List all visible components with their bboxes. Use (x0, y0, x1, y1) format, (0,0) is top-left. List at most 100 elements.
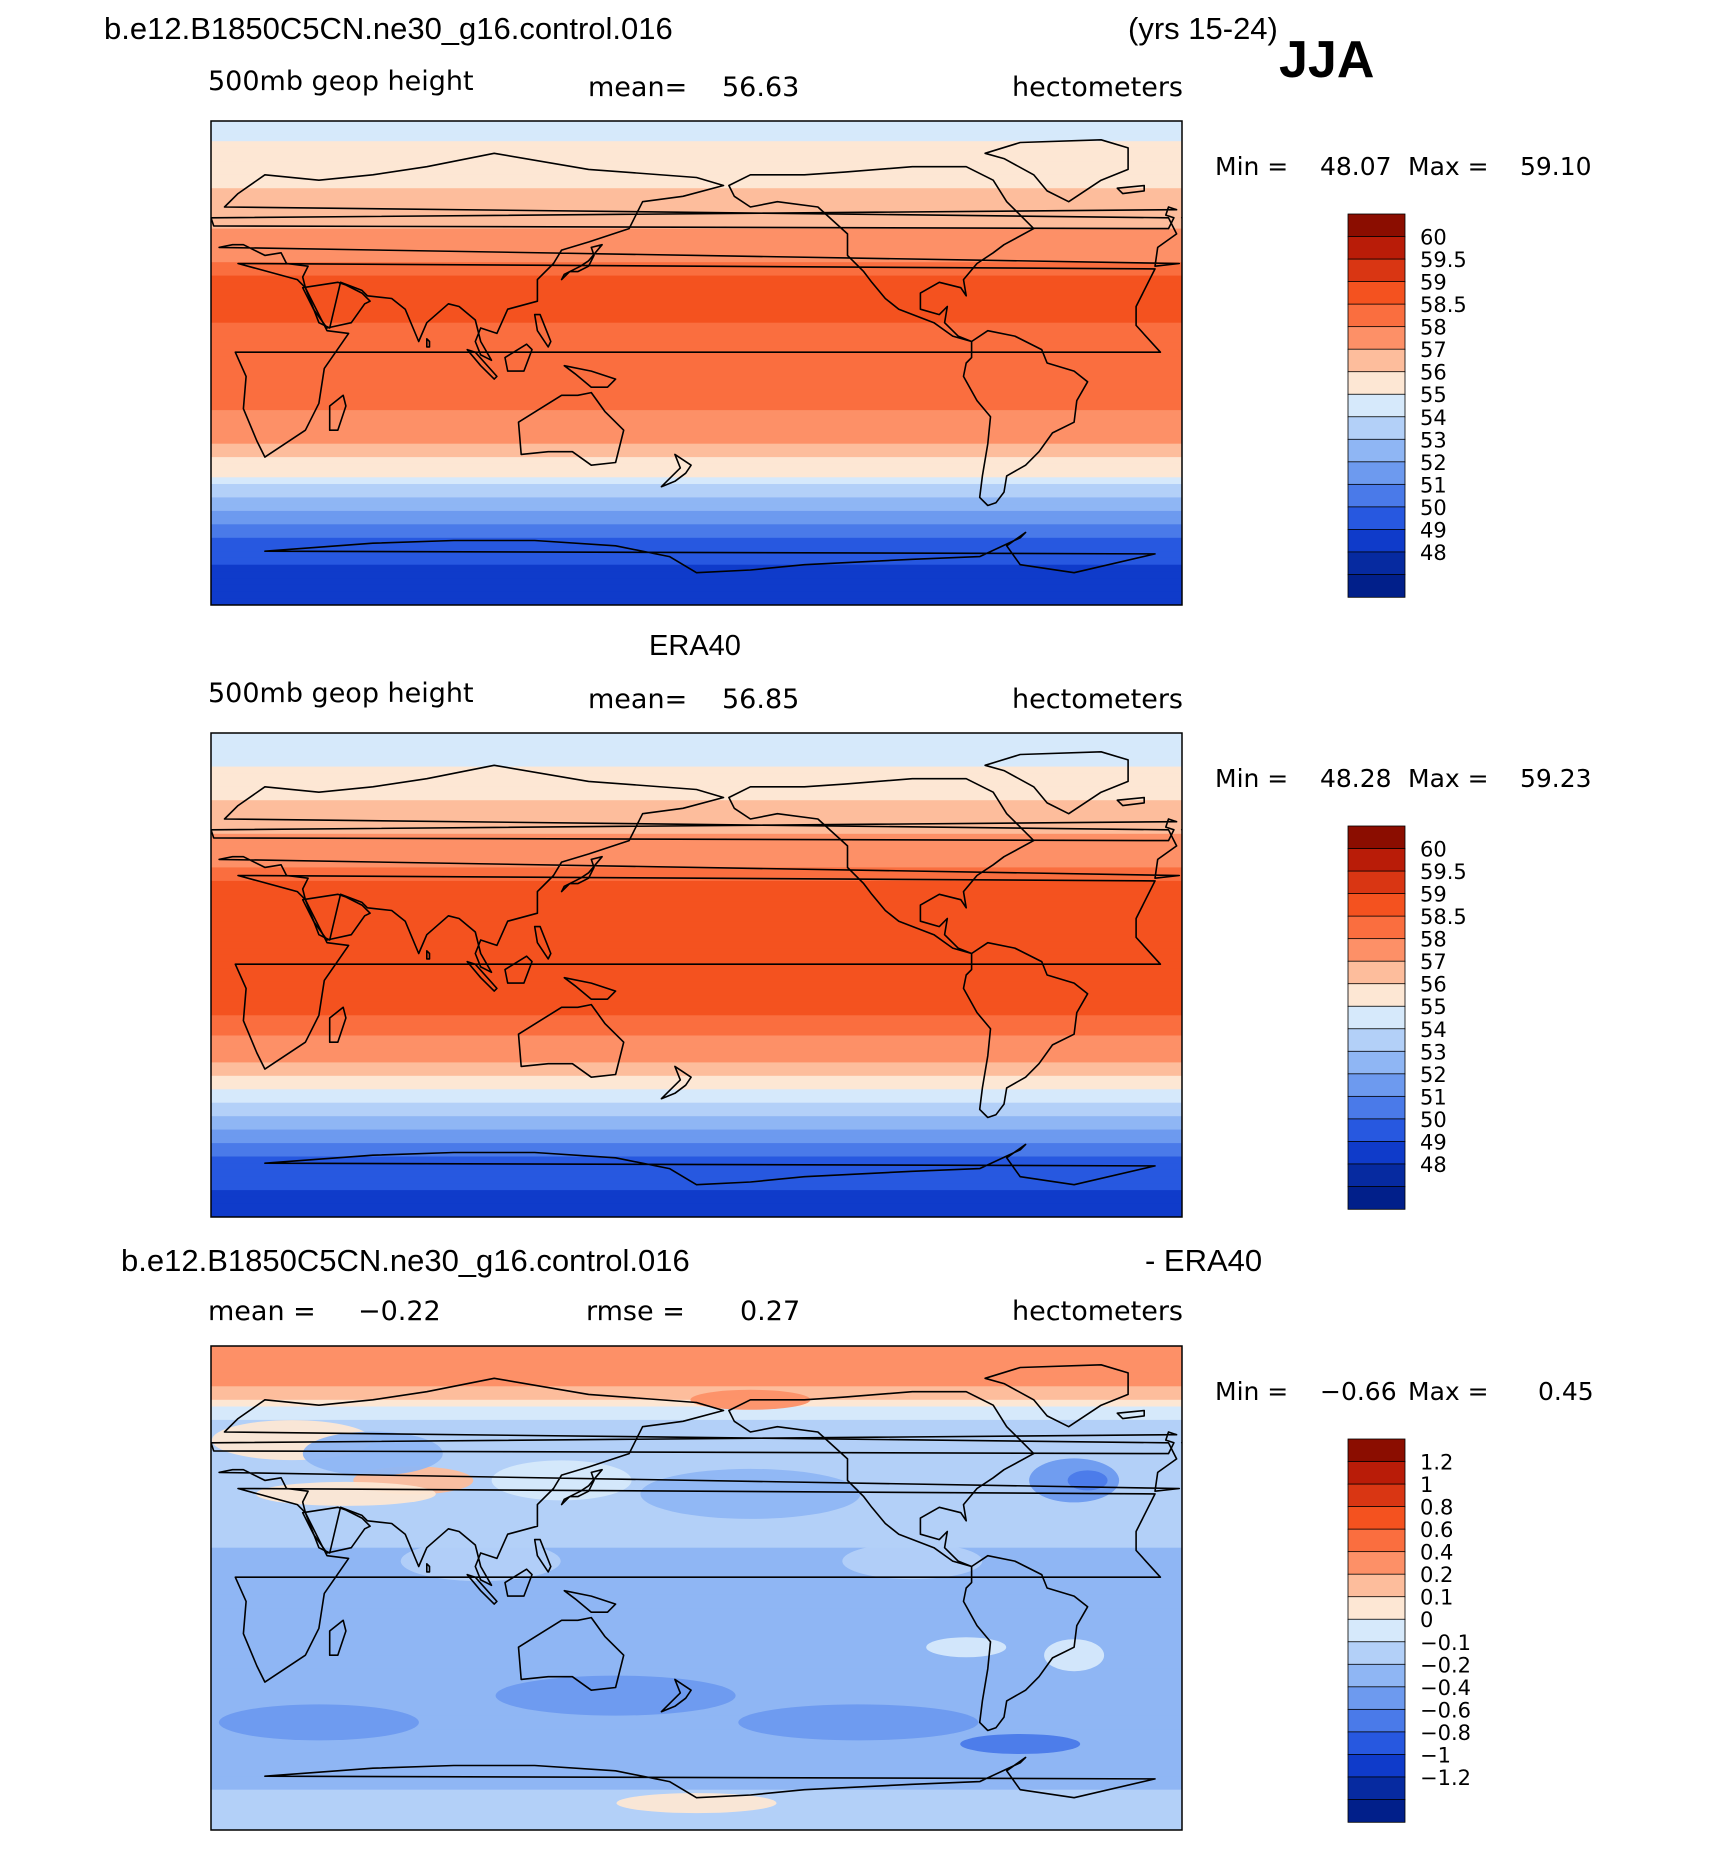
coastline-philippines (533, 1538, 552, 1573)
field-band (211, 948, 1182, 956)
panel-obs-title: ERA40 (649, 630, 741, 662)
field-band (211, 1055, 1182, 1064)
colorbar-swatch (1347, 1618, 1406, 1643)
coastline-arabia-wrap (1274, 894, 1341, 940)
panel-diff-title-right: - ERA40 (1145, 1243, 1262, 1278)
colorbar-tick-label: 58 (1420, 928, 1447, 952)
coastline-antarctica (264, 1756, 1156, 1799)
field-band (211, 941, 1182, 949)
field-band (211, 295, 1182, 304)
colorbar-swatch (1347, 371, 1406, 395)
anomaly-region (1067, 1470, 1108, 1491)
field-band (211, 598, 1182, 605)
field-band (211, 443, 1182, 452)
field-band (211, 376, 1182, 384)
field-band (211, 436, 1182, 445)
field-band (211, 403, 1182, 411)
colorbar-swatch (1347, 1731, 1406, 1756)
coastline-japan-wrap (1533, 245, 1574, 280)
colorbar-tick-label: 49 (1420, 518, 1447, 542)
field-band (211, 1062, 1182, 1070)
colorbar-swatch (1347, 915, 1406, 940)
field-band (211, 356, 1182, 364)
field-band (211, 121, 1182, 129)
coastline-philippines-wrap (1506, 927, 1522, 959)
field-band (211, 780, 1182, 788)
anomaly-region (491, 1460, 632, 1501)
coastline-borneo-wrap (1476, 956, 1503, 983)
colorbar-tick-label: 55 (1420, 995, 1447, 1019)
coastline-madagascar (328, 1619, 347, 1656)
colorbar-swatch (1347, 1163, 1406, 1188)
colorbar-swatch (1347, 258, 1406, 283)
coastline-iceland-wrap (146, 798, 173, 806)
field-band (211, 194, 1182, 203)
coastline-philippines-wrap (1506, 315, 1522, 347)
colorbar-tick-label: −0.1 (1420, 1631, 1471, 1655)
field-band (211, 1715, 1182, 1724)
panel-obs-min-label: Min = (1215, 764, 1288, 793)
field-band (211, 363, 1182, 371)
panel-obs-min-value: 48.28 (1320, 764, 1392, 793)
colorbar-swatch (1347, 1754, 1406, 1778)
colorbar-swatch (1347, 1005, 1406, 1030)
panel-model-min-value: 48.07 (1320, 152, 1392, 181)
coastline-europe-asia-wrap (0, 765, 208, 972)
colorbar-swatch (1347, 483, 1406, 508)
anomaly-region (495, 1675, 736, 1716)
field-band (211, 1635, 1182, 1643)
field-band (211, 1460, 1182, 1468)
field-band (211, 753, 1182, 761)
field-band (211, 1561, 1182, 1569)
colorbar-swatch (1347, 213, 1406, 238)
colorbar-swatch (1347, 1050, 1406, 1075)
field-band (211, 531, 1182, 539)
field-band (211, 1169, 1182, 1178)
coastline-madagascar-wrap (1301, 1620, 1317, 1655)
colorbar-swatch (1347, 1141, 1406, 1165)
coastline-madagascar-wrap (1301, 395, 1317, 430)
coastline-newguinea (563, 976, 617, 1000)
coastline-iceland-wrap (146, 186, 173, 194)
colorbar-tick-label: 49 (1420, 1130, 1447, 1154)
field-band (211, 995, 1182, 1003)
colorbar-swatch (1347, 1686, 1406, 1711)
field-band (211, 1648, 1182, 1656)
coastline-madagascar-wrap (1301, 1007, 1317, 1042)
colorbar-swatch (1347, 1118, 1406, 1143)
years-label: (yrs 15-24) (1128, 11, 1278, 46)
coastline-newguinea (563, 364, 617, 388)
coastline-iceland (1116, 184, 1145, 195)
field-band (211, 733, 1182, 741)
coastline-borneo-wrap (1476, 344, 1503, 371)
colorbar-swatch (1347, 281, 1406, 305)
colorbar-swatch (1347, 438, 1406, 463)
coastline-africa-wrap (0, 264, 189, 458)
field-band (211, 1082, 1182, 1091)
colorbar-tick-label: 56 (1420, 973, 1447, 997)
panel-diff-colorbar: 1.210.80.60.40.20.10−0.1−0.2−0.4−0.6−0.8… (1347, 1438, 1471, 1823)
field-band (211, 235, 1182, 243)
coastline-new-zealand-wrap (1632, 1679, 1662, 1711)
coastline-madagascar (328, 1006, 347, 1043)
field-band (211, 759, 1182, 768)
field-band (211, 1601, 1182, 1609)
coastline-uk (211, 818, 1178, 842)
field-band (211, 490, 1182, 499)
colorbar-swatch (1347, 1506, 1406, 1530)
colorbar-swatch (1347, 1186, 1406, 1210)
field-band (211, 147, 1182, 156)
coastline-japan (560, 1468, 603, 1506)
panel-diff-max-label: Max = (1408, 1377, 1489, 1406)
field-band (211, 1042, 1182, 1050)
field-band (211, 1163, 1182, 1171)
panel-obs-max-value: 59.23 (1520, 764, 1592, 793)
panel-diff-mean-value: −0.22 (358, 1296, 441, 1327)
field-band (211, 880, 1182, 889)
field-band (211, 1136, 1182, 1144)
colorbar-swatch (1347, 416, 1406, 440)
coastline-north-america-wrap (1700, 167, 1710, 342)
panel-model-mean-value: 56.63 (722, 72, 799, 103)
